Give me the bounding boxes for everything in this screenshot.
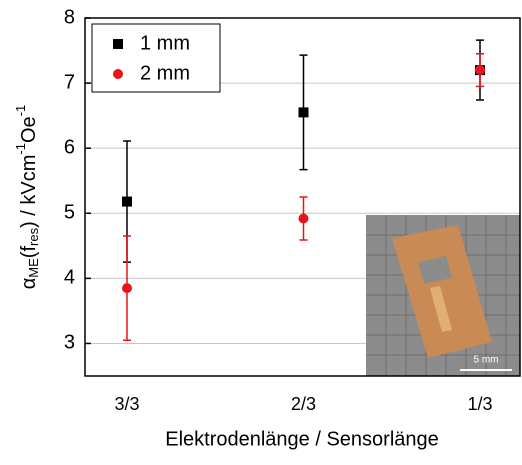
y-label-part: (f: [18, 246, 40, 259]
y-tick-label: 6: [64, 136, 75, 158]
y-label-part: -1: [13, 105, 28, 117]
point: [298, 213, 309, 224]
legend-marker: [113, 39, 123, 49]
y-tick-label: 5: [64, 202, 75, 224]
x-tick-label: 3/3: [114, 394, 139, 414]
legend-label: 2 mm: [140, 62, 190, 84]
legend-box: [91, 23, 221, 93]
inset-photo: 5 mm: [366, 215, 520, 376]
y-label-part: -1: [13, 143, 28, 155]
x-tick-label: 1/3: [467, 394, 492, 414]
y-label-part: ) / kVcm: [18, 155, 40, 228]
y-tick-label: 8: [64, 6, 75, 28]
point: [122, 283, 132, 294]
y-label-part: Oe: [18, 116, 40, 143]
point: [122, 196, 132, 207]
legend-marker: [113, 69, 123, 79]
plot-frame: [84, 17, 521, 377]
legend-label: 1 mm: [140, 32, 190, 54]
point: [298, 107, 309, 118]
x-tick-label: 2/3: [291, 394, 316, 414]
y-axis-label: αME(fres) / kVcm-1Oe-1: [13, 105, 41, 290]
y-tick-label: 3: [64, 332, 75, 354]
y-label-part: res: [26, 227, 41, 246]
x-axis-label: Elektrodenlänge / Sensorlänge: [165, 428, 439, 450]
y-tick-label: 4: [64, 267, 75, 289]
y-label-part: ME: [26, 258, 41, 278]
y-tick-label: 7: [64, 71, 75, 93]
point: [475, 65, 485, 76]
inset-scale-label: 5 mm: [474, 355, 499, 366]
y-label-part: α: [18, 278, 40, 290]
